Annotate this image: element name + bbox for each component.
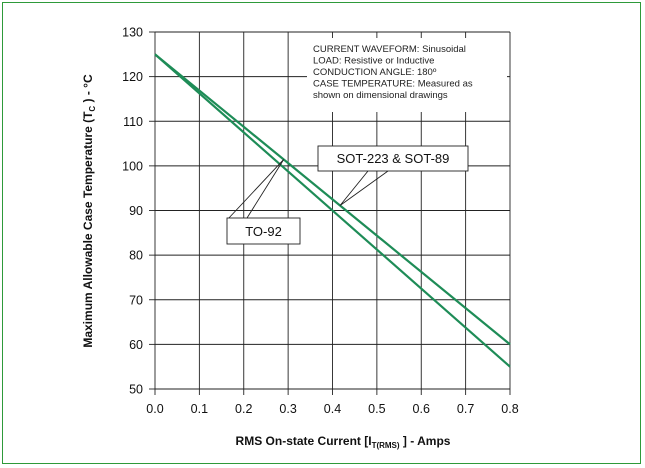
y-axis-title: Maximum Allowable Case Temperature (TC )…	[81, 74, 97, 348]
y-tick-label: 120	[122, 70, 143, 84]
tick-labels: 0.0 0.1 0.2 0.3 0.4 0.5 0.6 0.7 0.8 130 120 110 100 9…	[122, 26, 519, 417]
x-tick-label: 0.8	[501, 402, 518, 416]
y-tick-label: 80	[129, 249, 143, 263]
x-tick-label: 0.1	[191, 402, 208, 416]
series-line-sot223-sot89	[154, 53, 511, 346]
callouts: SOT-223 & SOT-89 TO-92	[226, 145, 469, 245]
callout-pointer-to92	[226, 159, 285, 221]
annotation-line: LOAD: Resistive or Inductive	[313, 56, 434, 67]
callout-label-to92: TO-92	[245, 224, 282, 239]
annotation-line: CASE TEMPERATURE: Measured as	[313, 79, 473, 90]
y-tick-label: 70	[129, 293, 143, 307]
x-tick-label: 0.7	[457, 402, 474, 416]
y-tick-label: 110	[123, 115, 143, 129]
annotation-line: CONDUCTION ANGLE: 180º	[313, 67, 437, 78]
x-tick-label: 0.5	[368, 402, 385, 416]
x-tick-label: 0.4	[324, 402, 341, 416]
annotation-background	[307, 38, 507, 112]
y-tick-label: 50	[129, 383, 143, 397]
callout-box-sot223-sot89	[317, 145, 469, 172]
y-tick-label: 60	[129, 338, 143, 352]
callout-pointer-sot223-sot89	[339, 170, 389, 206]
y-tick-label: 130	[122, 26, 143, 40]
callout-box-to92	[226, 217, 301, 245]
series-lines	[154, 53, 511, 368]
x-tick-label: 0.6	[413, 402, 430, 416]
x-tick-label: 0.3	[279, 402, 296, 416]
y-tick-label: 90	[129, 204, 143, 218]
x-tick-label: 0.0	[146, 402, 163, 416]
series-line-to92	[154, 53, 511, 368]
callout-label-sot223-sot89: SOT-223 & SOT-89	[337, 151, 450, 166]
annotation-line: CURRENT WAVEFORM: Sinusoidal	[313, 44, 466, 55]
x-tick-label: 0.2	[235, 402, 252, 416]
x-axis-title: RMS On-state Current [IT(RMS) ] - Amps	[236, 434, 451, 450]
annotation-line: shown on dimensional drawings	[313, 90, 448, 101]
y-tick-label: 100	[122, 159, 143, 173]
